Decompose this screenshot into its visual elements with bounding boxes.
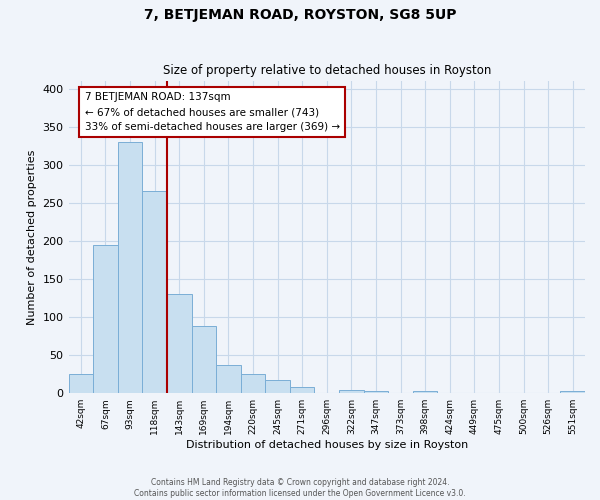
Bar — [364, 391, 388, 393]
Bar — [339, 390, 364, 393]
Text: 7, BETJEMAN ROAD, ROYSTON, SG8 5UP: 7, BETJEMAN ROAD, ROYSTON, SG8 5UP — [144, 8, 456, 22]
Bar — [142, 192, 167, 393]
Bar — [216, 365, 241, 393]
Text: Contains HM Land Registry data © Crown copyright and database right 2024.
Contai: Contains HM Land Registry data © Crown c… — [134, 478, 466, 498]
Title: Size of property relative to detached houses in Royston: Size of property relative to detached ho… — [163, 64, 491, 77]
Bar — [265, 380, 290, 393]
Bar — [68, 374, 93, 393]
Bar — [191, 326, 216, 393]
Y-axis label: Number of detached properties: Number of detached properties — [27, 150, 37, 325]
X-axis label: Distribution of detached houses by size in Royston: Distribution of detached houses by size … — [185, 440, 468, 450]
Bar — [560, 391, 585, 393]
Bar — [93, 244, 118, 393]
Bar — [118, 142, 142, 393]
Bar — [290, 387, 314, 393]
Text: 7 BETJEMAN ROAD: 137sqm
← 67% of detached houses are smaller (743)
33% of semi-d: 7 BETJEMAN ROAD: 137sqm ← 67% of detache… — [85, 92, 340, 132]
Bar — [167, 294, 191, 393]
Bar — [241, 374, 265, 393]
Bar — [413, 391, 437, 393]
